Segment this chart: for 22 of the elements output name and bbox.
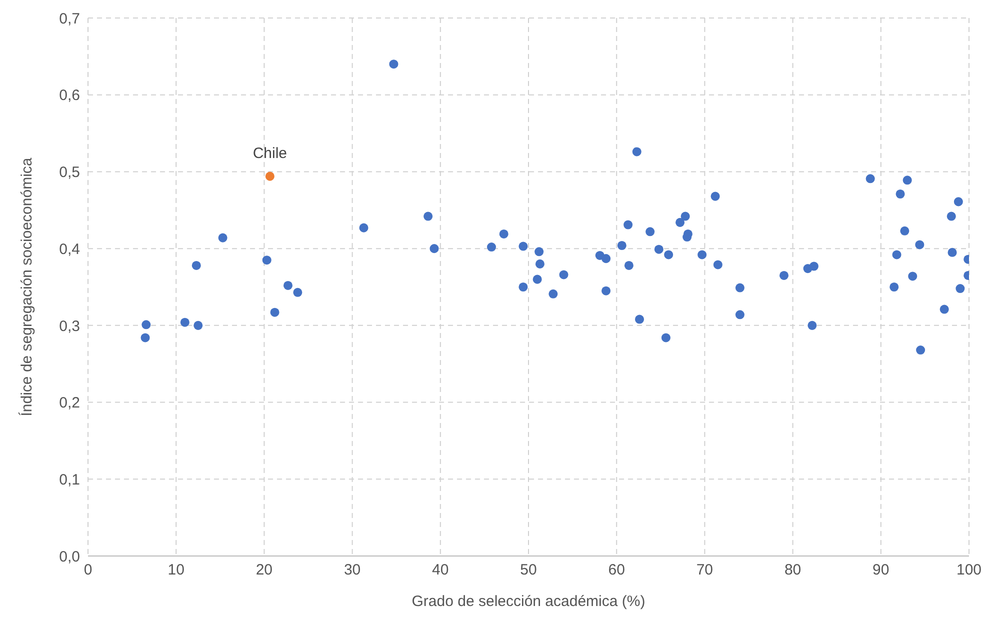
y-tick-label: 0,0 (59, 548, 80, 566)
x-tick-label: 100 (956, 562, 982, 579)
x-tick-label: 0 (84, 562, 92, 579)
y-tick-label: 0,4 (59, 240, 80, 258)
y-axis-title: Índice de segregación socioeconómica (17, 157, 36, 416)
y-tick-label: 0,6 (59, 87, 80, 104)
x-tick-label: 90 (872, 562, 890, 579)
y-tick-label: 0,2 (59, 394, 80, 412)
x-tick-label: 70 (696, 562, 714, 579)
y-tick-label: 0,3 (59, 318, 80, 335)
x-tick-label: 30 (344, 562, 361, 579)
y-tick-label: 0,7 (59, 10, 80, 28)
series-label: Chile (252, 144, 288, 162)
x-tick-label: 50 (520, 562, 537, 579)
x-tick-label: 10 (168, 562, 184, 579)
x-axis-title: Grado de selección académica (%) (412, 593, 646, 610)
y-tick-label: 0,5 (59, 164, 80, 182)
x-tick-label: 20 (256, 562, 273, 579)
x-tick-label: 60 (608, 562, 625, 579)
x-tick-label: 40 (432, 562, 449, 579)
y-tick-label: 0,1 (59, 471, 80, 488)
x-tick-label: 80 (784, 562, 802, 579)
